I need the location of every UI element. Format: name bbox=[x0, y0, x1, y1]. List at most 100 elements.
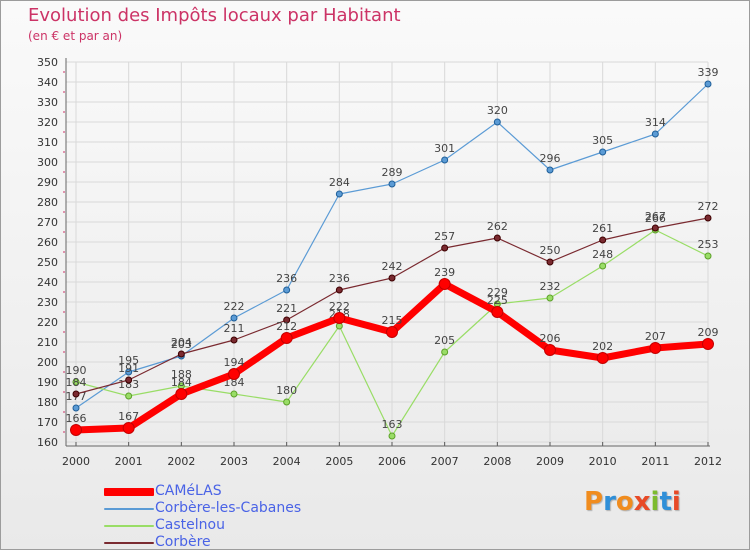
data-label-corbere-les-cabanes: 236 bbox=[276, 272, 297, 285]
data-point-corbere bbox=[72, 390, 80, 398]
data-label-corbere-les-cabanes: 195 bbox=[118, 354, 139, 367]
chart-subtitle: (en € et par an) bbox=[28, 29, 123, 43]
data-point-corbere-les-cabanes bbox=[599, 148, 607, 156]
y-tick-label: 250 bbox=[37, 256, 58, 269]
data-point-castelnou bbox=[72, 378, 80, 386]
data-point-castelnou bbox=[704, 252, 712, 260]
data-point-camelas bbox=[386, 326, 398, 338]
data-point-camelas bbox=[649, 342, 662, 354]
x-tick-label: 2003 bbox=[220, 455, 248, 468]
data-point-corbere-les-cabanes bbox=[125, 368, 133, 376]
data-label-camelas: 215 bbox=[382, 314, 403, 327]
logo-letter: o bbox=[615, 487, 634, 517]
data-point-camelas bbox=[333, 312, 346, 324]
data-label-corbere: 250 bbox=[540, 244, 561, 257]
data-label-castelnou: 180 bbox=[276, 384, 297, 397]
y-tick-label: 340 bbox=[37, 76, 58, 89]
proxiti-logo: Proxiti bbox=[584, 487, 681, 517]
y-tick-label: 270 bbox=[37, 216, 58, 229]
data-label-camelas: 222 bbox=[329, 300, 350, 313]
data-label-corbere: 257 bbox=[434, 230, 455, 243]
y-tick-label: 260 bbox=[37, 236, 58, 249]
x-tick-label: 2010 bbox=[589, 455, 617, 468]
data-label-corbere-les-cabanes: 203 bbox=[171, 338, 192, 351]
data-label-corbere: 242 bbox=[382, 260, 403, 273]
data-point-castelnou bbox=[388, 432, 396, 440]
data-point-camelas bbox=[438, 278, 451, 290]
data-label-corbere: 261 bbox=[592, 222, 613, 235]
logo-letter: i bbox=[650, 487, 660, 517]
data-label-corbere: 267 bbox=[645, 210, 666, 223]
logo-letter: i bbox=[671, 487, 681, 517]
y-tick-label: 350 bbox=[37, 56, 58, 69]
data-label-corbere-les-cabanes: 339 bbox=[698, 66, 719, 79]
data-point-camelas bbox=[122, 422, 135, 434]
data-label-camelas: 239 bbox=[434, 266, 455, 279]
data-point-camelas bbox=[544, 344, 556, 356]
data-point-castelnou bbox=[546, 294, 554, 302]
data-point-corbere bbox=[493, 234, 501, 242]
x-tick-label: 2012 bbox=[694, 455, 722, 468]
data-point-camelas bbox=[491, 306, 504, 318]
data-point-camelas bbox=[228, 368, 240, 380]
y-tick-label: 240 bbox=[37, 276, 58, 289]
y-tick-label: 230 bbox=[37, 296, 58, 309]
data-label-corbere: 262 bbox=[487, 220, 508, 233]
y-tick-label: 190 bbox=[37, 376, 58, 389]
data-point-camelas bbox=[70, 424, 82, 436]
data-label-corbere-les-cabanes: 301 bbox=[434, 142, 455, 155]
data-label-corbere: 184 bbox=[66, 376, 87, 389]
data-label-corbere: 272 bbox=[698, 200, 719, 213]
data-point-castelnou bbox=[441, 348, 449, 356]
y-tick-label: 280 bbox=[37, 196, 58, 209]
data-label-castelnou: 266 bbox=[645, 212, 666, 225]
data-label-camelas: 184 bbox=[171, 376, 192, 389]
legend-label-camelas: CAMéLAS bbox=[155, 483, 222, 499]
x-tick-label: 2011 bbox=[641, 455, 669, 468]
data-point-corbere-les-cabanes bbox=[72, 404, 80, 412]
data-point-castelnou bbox=[125, 392, 133, 400]
data-point-corbere bbox=[441, 244, 449, 252]
x-tick-label: 2001 bbox=[115, 455, 143, 468]
data-point-corbere bbox=[599, 236, 607, 244]
data-label-castelnou: 248 bbox=[592, 248, 613, 261]
data-point-corbere bbox=[177, 350, 185, 358]
data-label-castelnou: 232 bbox=[540, 280, 561, 293]
data-label-camelas: 167 bbox=[118, 410, 139, 423]
data-point-corbere-les-cabanes bbox=[704, 80, 712, 88]
data-point-castelnou bbox=[283, 398, 291, 406]
y-tick-label: 210 bbox=[37, 336, 58, 349]
data-label-castelnou: 229 bbox=[487, 286, 508, 299]
logo-letter: x bbox=[633, 487, 651, 517]
y-tick-label: 160 bbox=[37, 436, 58, 449]
x-tick-label: 2002 bbox=[167, 455, 195, 468]
legend-label-corbere-les-cabanes: Corbère-les-Cabanes bbox=[155, 500, 302, 516]
data-label-castelnou: 205 bbox=[434, 334, 455, 347]
logo-letter: P bbox=[584, 487, 604, 517]
y-tick-label: 310 bbox=[37, 136, 58, 149]
y-tick-label: 170 bbox=[37, 416, 58, 429]
data-point-corbere-les-cabanes bbox=[441, 156, 449, 164]
data-label-corbere-les-cabanes: 296 bbox=[540, 152, 561, 165]
legend-swatch-castelnou bbox=[104, 525, 154, 527]
data-label-camelas: 207 bbox=[645, 330, 666, 343]
legend-swatch-corbere bbox=[104, 542, 154, 544]
data-label-corbere-les-cabanes: 289 bbox=[382, 166, 403, 179]
data-label-corbere: 191 bbox=[118, 362, 139, 375]
data-label-corbere-les-cabanes: 320 bbox=[487, 104, 508, 117]
chart-title: Evolution des Impôts locaux par Habitant bbox=[28, 5, 401, 26]
plot-area bbox=[66, 58, 710, 446]
x-tick-label: 2009 bbox=[536, 455, 564, 468]
x-tick-label: 2000 bbox=[62, 455, 90, 468]
x-tick-label: 2005 bbox=[325, 455, 353, 468]
data-label-camelas: 166 bbox=[66, 412, 87, 425]
data-label-corbere: 211 bbox=[224, 322, 245, 335]
data-label-corbere: 221 bbox=[276, 302, 297, 315]
data-label-corbere-les-cabanes: 305 bbox=[592, 134, 613, 147]
data-point-corbere bbox=[704, 214, 712, 222]
data-label-castelnou: 190 bbox=[66, 364, 87, 377]
data-point-corbere-les-cabanes bbox=[546, 166, 554, 174]
x-tick-label: 2007 bbox=[431, 455, 459, 468]
